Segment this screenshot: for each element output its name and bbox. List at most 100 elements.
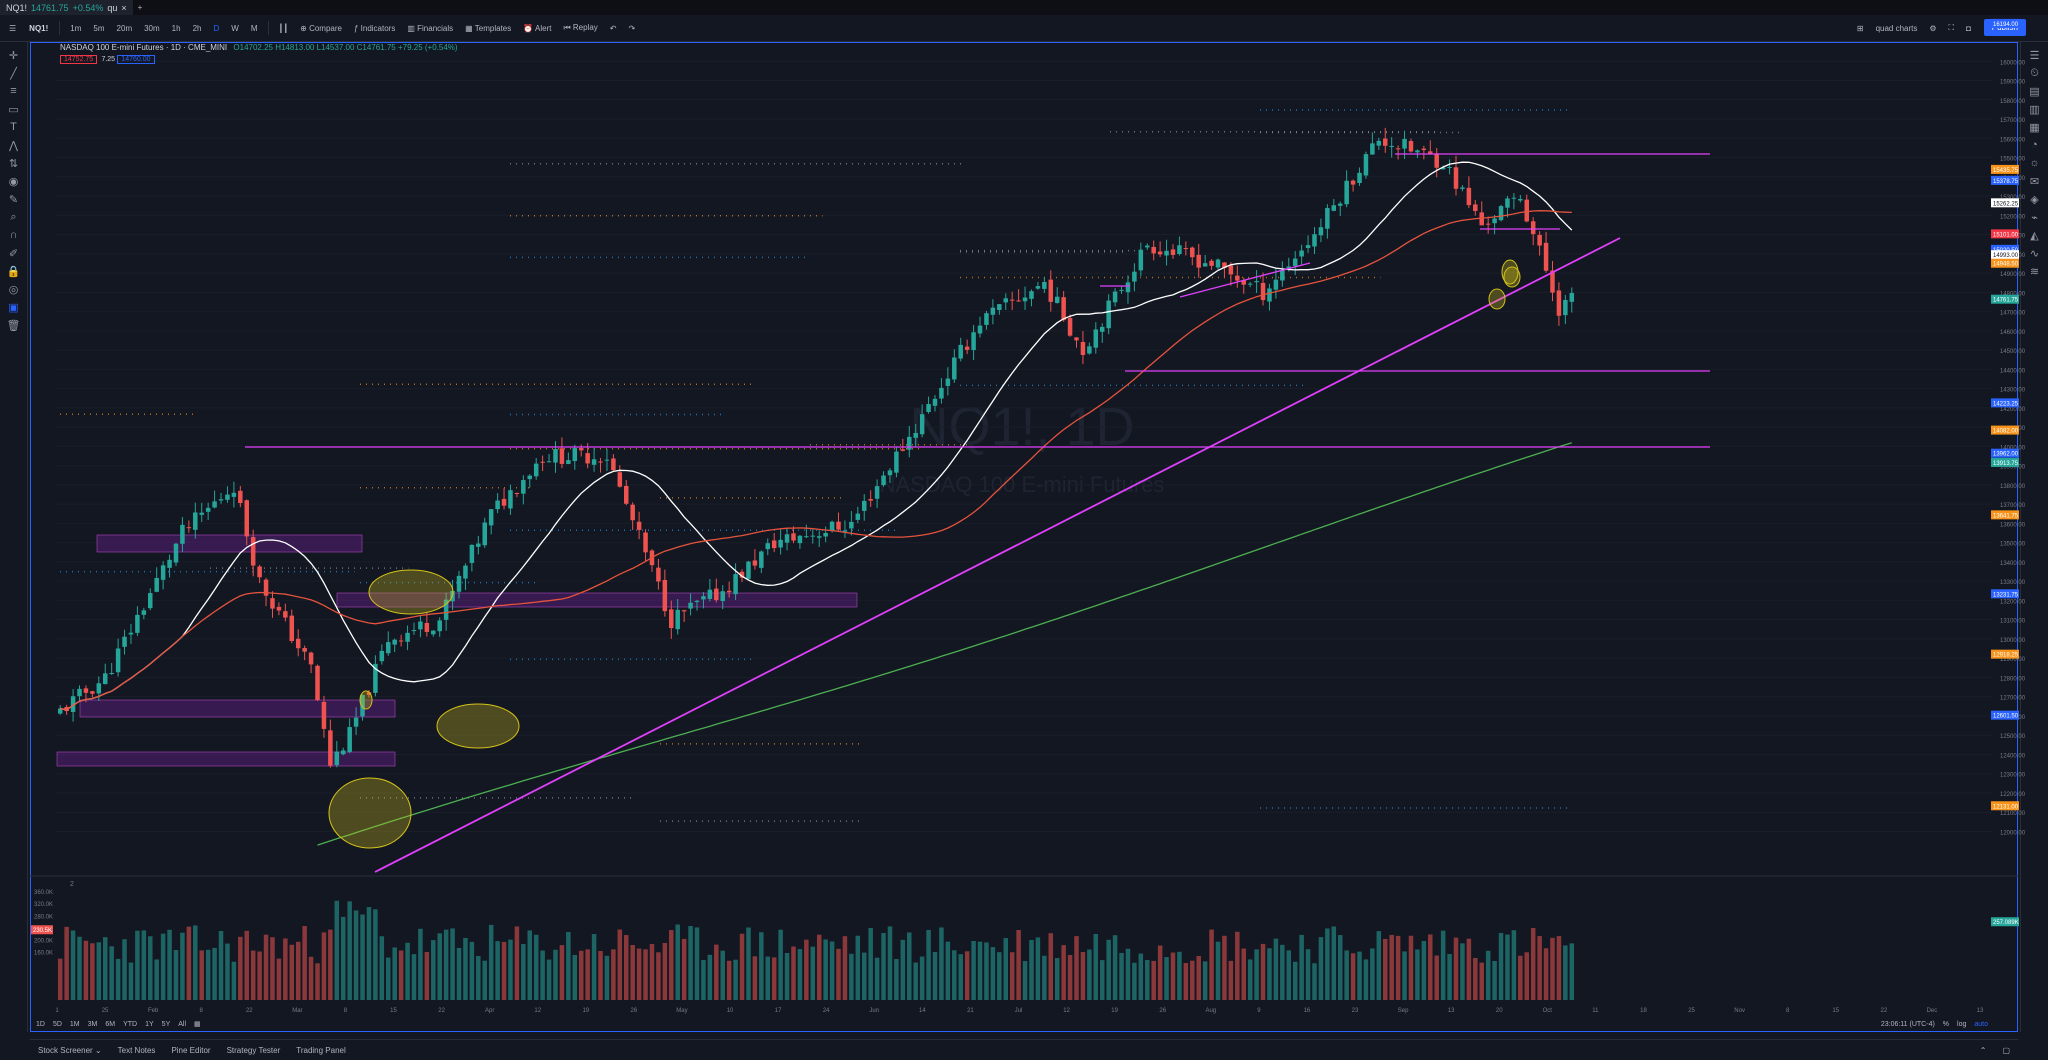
range-5y[interactable]: 5Y (161, 1020, 171, 1028)
bottom-panel-tabs: Stock Screener ⌄ Text Notes Pine Editor … (30, 1039, 2018, 1060)
publish-button[interactable]: Publish (1983, 19, 2026, 36)
data-window-icon[interactable]: ▤ (2029, 85, 2040, 98)
bulb-icon[interactable]: ☼ (2029, 157, 2040, 169)
interval-1m[interactable]: 1m (70, 23, 82, 33)
legend-ohlc: O14702.25 H14813.00 L14537.00 C14761.75 … (233, 43, 458, 52)
camera-icon[interactable]: ◘ (1966, 23, 1971, 33)
tab-text-notes[interactable]: Text Notes (117, 1045, 156, 1055)
interval-w[interactable]: W (231, 23, 239, 33)
crosshair-icon[interactable]: ✛ (8, 49, 19, 62)
range-1m[interactable]: 1M (69, 1020, 80, 1028)
tab-title: NQ1! (6, 2, 28, 13)
tab-stock-screener[interactable]: Stock Screener ⌄ (38, 1045, 102, 1055)
trend-icon[interactable]: ∿ (2029, 247, 2040, 260)
alerts-clock-icon[interactable]: ⏲ (2030, 66, 2039, 79)
signal-icon[interactable]: ⌁ (2031, 211, 2038, 224)
settings-gear-icon[interactable]: ⚙ (1929, 23, 1937, 33)
hotlist-icon[interactable]: ▥ (2029, 103, 2040, 116)
menu-icon[interactable]: ☰ (9, 23, 17, 33)
replay-label: Replay (572, 23, 598, 32)
redo-icon[interactable]: ↷ (628, 23, 636, 33)
parallel-channel-icon[interactable]: ≡ (10, 85, 17, 97)
interval-m[interactable]: M (250, 23, 258, 33)
range-1y[interactable]: 1Y (145, 1020, 154, 1028)
fullscreen-icon[interactable]: ⛶ (1948, 23, 1955, 32)
interval-20m[interactable]: 20m (116, 23, 133, 33)
eye-icon[interactable]: ◉ (8, 175, 19, 188)
indicators-label: Indicators (360, 23, 396, 33)
trend-line-icon[interactable]: ╱ (10, 67, 17, 80)
stay-drawing-icon[interactable]: ✐ (8, 247, 19, 260)
collapse-icon[interactable]: ⌃ (1979, 1045, 1987, 1055)
tab-trading-panel[interactable]: Trading Panel (296, 1045, 346, 1055)
range-6m[interactable]: 6M (105, 1020, 116, 1028)
prediction-icon[interactable]: ⇅ (8, 157, 19, 170)
alert-button[interactable]: ⏰ Alert (523, 23, 552, 33)
tab-strategy-tester[interactable]: Strategy Tester (226, 1045, 281, 1055)
undo-icon[interactable]: ↶ (609, 23, 617, 33)
candles-icon[interactable]: ┃┃ (278, 23, 289, 33)
templates-label: Templates (474, 23, 512, 33)
notifications-icon[interactable]: ◭ (2030, 229, 2039, 242)
tab-price: 14761.75 (31, 2, 69, 13)
trash-icon[interactable]: 🗑 (6, 319, 21, 332)
watchlist-icon[interactable]: ☰ (2029, 49, 2040, 62)
symbol-search[interactable]: NQ1! (29, 23, 49, 33)
ideas-icon[interactable]: ◔ (2031, 139, 2038, 151)
new-tab-icon[interactable]: + (137, 3, 143, 12)
tab-label: Stock Screener (38, 1045, 93, 1055)
streams-icon[interactable]: ◈ (2030, 193, 2039, 206)
interval-5m[interactable]: 5m (93, 23, 105, 33)
auto-toggle[interactable]: auto (1974, 1020, 1988, 1028)
range-1d[interactable]: 1D (36, 1020, 45, 1028)
favorites-icon[interactable]: ▣ (8, 301, 19, 314)
indicators-button[interactable]: ƒ Indicators (353, 23, 396, 33)
spread-value: 7.25 (101, 56, 116, 63)
tab-change: +0.54% (72, 2, 104, 13)
tab-pine-editor[interactable]: Pine Editor (171, 1045, 211, 1055)
compare-label: Compare (309, 23, 342, 33)
clock[interactable]: 23:06:11 (UTC-4) (1880, 1020, 1935, 1028)
interval-30m[interactable]: 30m (144, 23, 160, 33)
financials-button[interactable]: ▥ Financials (407, 23, 454, 33)
tab-extra: qu (107, 2, 118, 13)
magnet-icon[interactable]: ∩ (9, 229, 18, 241)
order-panel-icon[interactable]: ≋ (2029, 265, 2040, 278)
compare-button[interactable]: ⊕ Compare (300, 23, 342, 33)
percent-toggle[interactable]: % (1942, 1020, 1950, 1028)
calendar-icon[interactable]: ▦ (2029, 121, 2040, 134)
text-icon[interactable]: T (10, 121, 17, 133)
close-icon[interactable]: × (121, 2, 127, 13)
chart-legend: NASDAQ 100 E-mini Futures · 1D · CME_MIN… (60, 43, 458, 64)
range-ytd[interactable]: YTD (123, 1020, 138, 1028)
top-toolbar: ☰ NQ1! 1m 5m 20m 30m 1h 2h D W M ┃┃ ⊕ Co… (0, 15, 2048, 42)
rectangle-icon[interactable]: ▭ (8, 103, 19, 116)
range-5d[interactable]: 5D (52, 1020, 62, 1028)
chart-tab[interactable]: NQ1! 14761.75 +0.54% qu × (0, 0, 133, 15)
zoom-icon[interactable]: ⌕ (10, 210, 17, 223)
pattern-icon[interactable]: ⋀ (8, 139, 19, 152)
hide-icon[interactable]: ◎ (8, 283, 19, 296)
layout-icon[interactable]: ⊞ (1856, 23, 1864, 33)
chat-icon[interactable]: ✉ (2029, 175, 2040, 188)
alert-label: Alert (535, 23, 552, 33)
buy-button[interactable]: 14760.00 (117, 55, 155, 64)
right-sidebar: ☰ ⏲ ▤ ▥ ▦ ◔ ☼ ✉ ◈ ⌁ ◭ ∿ ≋ (2020, 42, 2048, 1032)
chart-frame (30, 42, 2018, 1032)
interval-2h[interactable]: 2h (192, 23, 202, 33)
templates-button[interactable]: ▦ Templates (465, 23, 512, 33)
interval-1h[interactable]: 1h (171, 23, 181, 33)
range-3m[interactable]: 3M (87, 1020, 98, 1028)
financials-label: Financials (417, 23, 454, 33)
lock-icon[interactable]: 🔒 (6, 265, 21, 278)
interval-d[interactable]: D (213, 23, 220, 33)
divider (59, 21, 61, 35)
maximize-icon[interactable]: ▢ (2002, 1045, 2010, 1055)
calendar-range-icon[interactable]: ▦ (194, 1021, 201, 1028)
brush-icon[interactable]: ✎ (8, 193, 19, 206)
range-all[interactable]: All (178, 1020, 187, 1028)
log-toggle[interactable]: log (1957, 1020, 1967, 1028)
layout-name[interactable]: quad charts (1875, 23, 1918, 33)
replay-button[interactable]: ⏮ Replay (563, 23, 598, 32)
sell-button[interactable]: 14752.75 (60, 55, 98, 64)
